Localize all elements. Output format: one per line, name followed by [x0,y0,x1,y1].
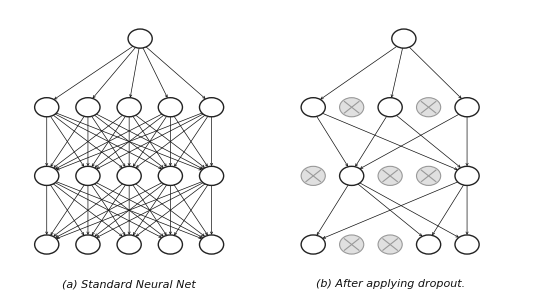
Ellipse shape [340,235,364,254]
Ellipse shape [301,235,325,254]
Ellipse shape [34,166,59,185]
Ellipse shape [117,166,141,185]
Ellipse shape [199,98,224,117]
Ellipse shape [378,235,402,254]
Ellipse shape [455,235,479,254]
Ellipse shape [416,166,441,185]
Ellipse shape [158,235,183,254]
Ellipse shape [455,166,479,185]
Ellipse shape [378,166,402,185]
Ellipse shape [158,166,183,185]
Ellipse shape [455,98,479,117]
Ellipse shape [416,98,441,117]
Ellipse shape [76,98,100,117]
Ellipse shape [128,29,152,48]
Ellipse shape [76,166,100,185]
Ellipse shape [76,235,100,254]
Ellipse shape [301,166,325,185]
Ellipse shape [34,98,59,117]
Ellipse shape [34,235,59,254]
Ellipse shape [199,235,224,254]
Ellipse shape [158,98,183,117]
Ellipse shape [392,29,416,48]
Text: (b) After applying dropout.: (b) After applying dropout. [316,279,465,289]
Ellipse shape [199,166,224,185]
Ellipse shape [340,98,364,117]
Ellipse shape [117,98,141,117]
Ellipse shape [340,166,364,185]
Ellipse shape [378,98,402,117]
Text: (a) Standard Neural Net: (a) Standard Neural Net [62,279,196,289]
Ellipse shape [301,98,325,117]
Ellipse shape [117,235,141,254]
Ellipse shape [416,235,441,254]
